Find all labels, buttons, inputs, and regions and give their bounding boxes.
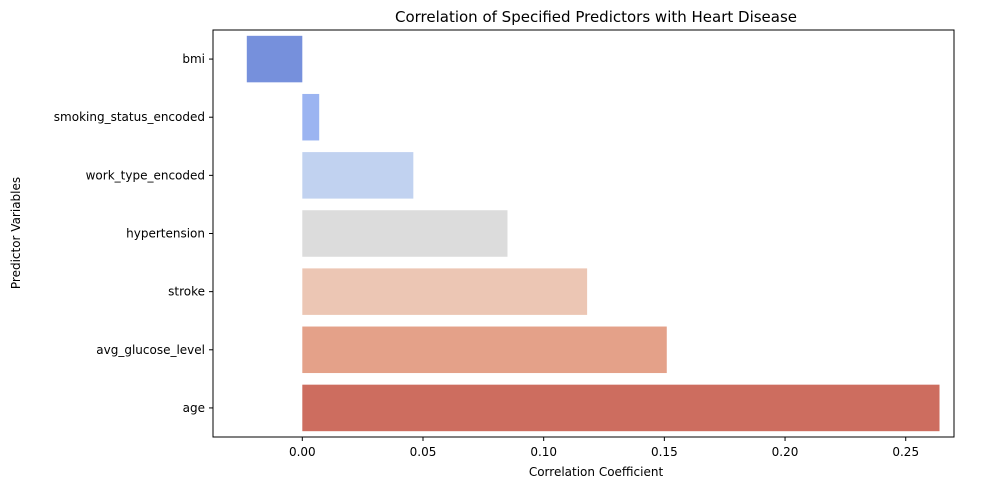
y-tick-label: work_type_encoded [86, 168, 205, 182]
y-tick-label: stroke [168, 285, 205, 299]
bar-hypertension [302, 210, 508, 257]
x-tick-label: 0.20 [772, 445, 799, 459]
x-tick-label: 0.10 [530, 445, 557, 459]
y-tick-label: smoking_status_encoded [54, 110, 205, 124]
bars-group [246, 35, 940, 432]
bar-stroke [302, 268, 588, 315]
bar-age [302, 384, 940, 432]
x-tick-label: 0.00 [289, 445, 316, 459]
bar-bmi [246, 35, 303, 83]
x-axis-label: Correlation Coefficient [529, 465, 664, 479]
bar-avg_glucose_level [302, 326, 667, 374]
y-tick-label: avg_glucose_level [96, 343, 205, 357]
bar-work_type_encoded [302, 152, 414, 199]
x-tick-label: 0.05 [410, 445, 437, 459]
y-tick-label: hypertension [126, 227, 205, 241]
y-axis-ticks: bmi smoking_status_encoded work_type_encod… [54, 52, 213, 415]
x-tick-label: 0.15 [651, 445, 678, 459]
x-tick-label: 0.25 [892, 445, 919, 459]
y-tick-label: bmi [182, 52, 205, 66]
bar-smoking_status_encoded [302, 93, 320, 141]
chart-title: Correlation of Specified Predictors with… [395, 8, 797, 26]
y-axis-label: Predictor Variables [9, 177, 23, 289]
y-tick-label: age [183, 401, 205, 415]
x-axis-ticks: 0.00 0.05 0.10 0.15 0.20 0.25 [289, 437, 919, 459]
